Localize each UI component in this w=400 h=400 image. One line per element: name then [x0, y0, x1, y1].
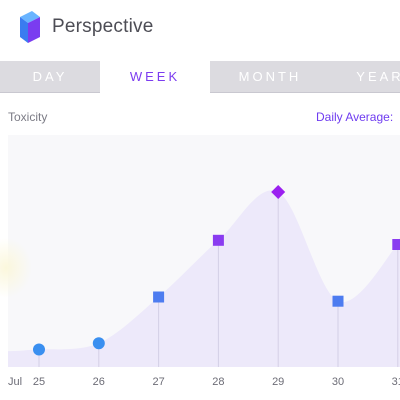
data-point-square[interactable]: [212, 234, 224, 246]
x-axis-tick-label: 27: [152, 376, 164, 388]
tab-day[interactable]: DAY: [32, 69, 68, 84]
data-point-circle[interactable]: [92, 337, 105, 350]
x-axis-tick-label: 26: [93, 376, 105, 388]
data-point-circle[interactable]: [33, 343, 45, 356]
brand-name: Perspective: [52, 16, 154, 37]
x-axis-tick-label: 29: [272, 376, 284, 388]
stem-lines: [38, 192, 399, 367]
toxicity-curve-area: [8, 190, 400, 367]
x-axis-tick-label: 31: [392, 376, 400, 388]
x-axis-labels: 25 26 27 28 29 30 31: [33, 376, 400, 388]
tab-month[interactable]: MONTH: [238, 69, 302, 84]
x-axis-month-label: Jul: [8, 376, 22, 388]
app-header: Perspective: [0, 0, 400, 60]
data-points: [33, 185, 400, 356]
x-axis-tick-label: 28: [212, 376, 224, 388]
sentiment-glow: [0, 238, 32, 298]
data-point-square[interactable]: [392, 239, 400, 250]
tab-week[interactable]: WEEK: [100, 61, 210, 93]
tab-year[interactable]: YEAR: [356, 69, 400, 84]
daily-average-toggle[interactable]: Daily Average:: [316, 110, 394, 124]
metric-label: Toxicity: [8, 110, 48, 124]
x-axis-tick-label: 25: [33, 376, 45, 388]
x-axis-tick-label: 30: [332, 376, 344, 388]
data-point-square[interactable]: [332, 295, 344, 307]
perspective-logo-icon: [20, 11, 40, 43]
time-range-tabs: DAY WEEK MONTH YEAR: [0, 61, 400, 93]
data-point-square[interactable]: [153, 291, 165, 303]
data-point-diamond[interactable]: [271, 185, 286, 199]
